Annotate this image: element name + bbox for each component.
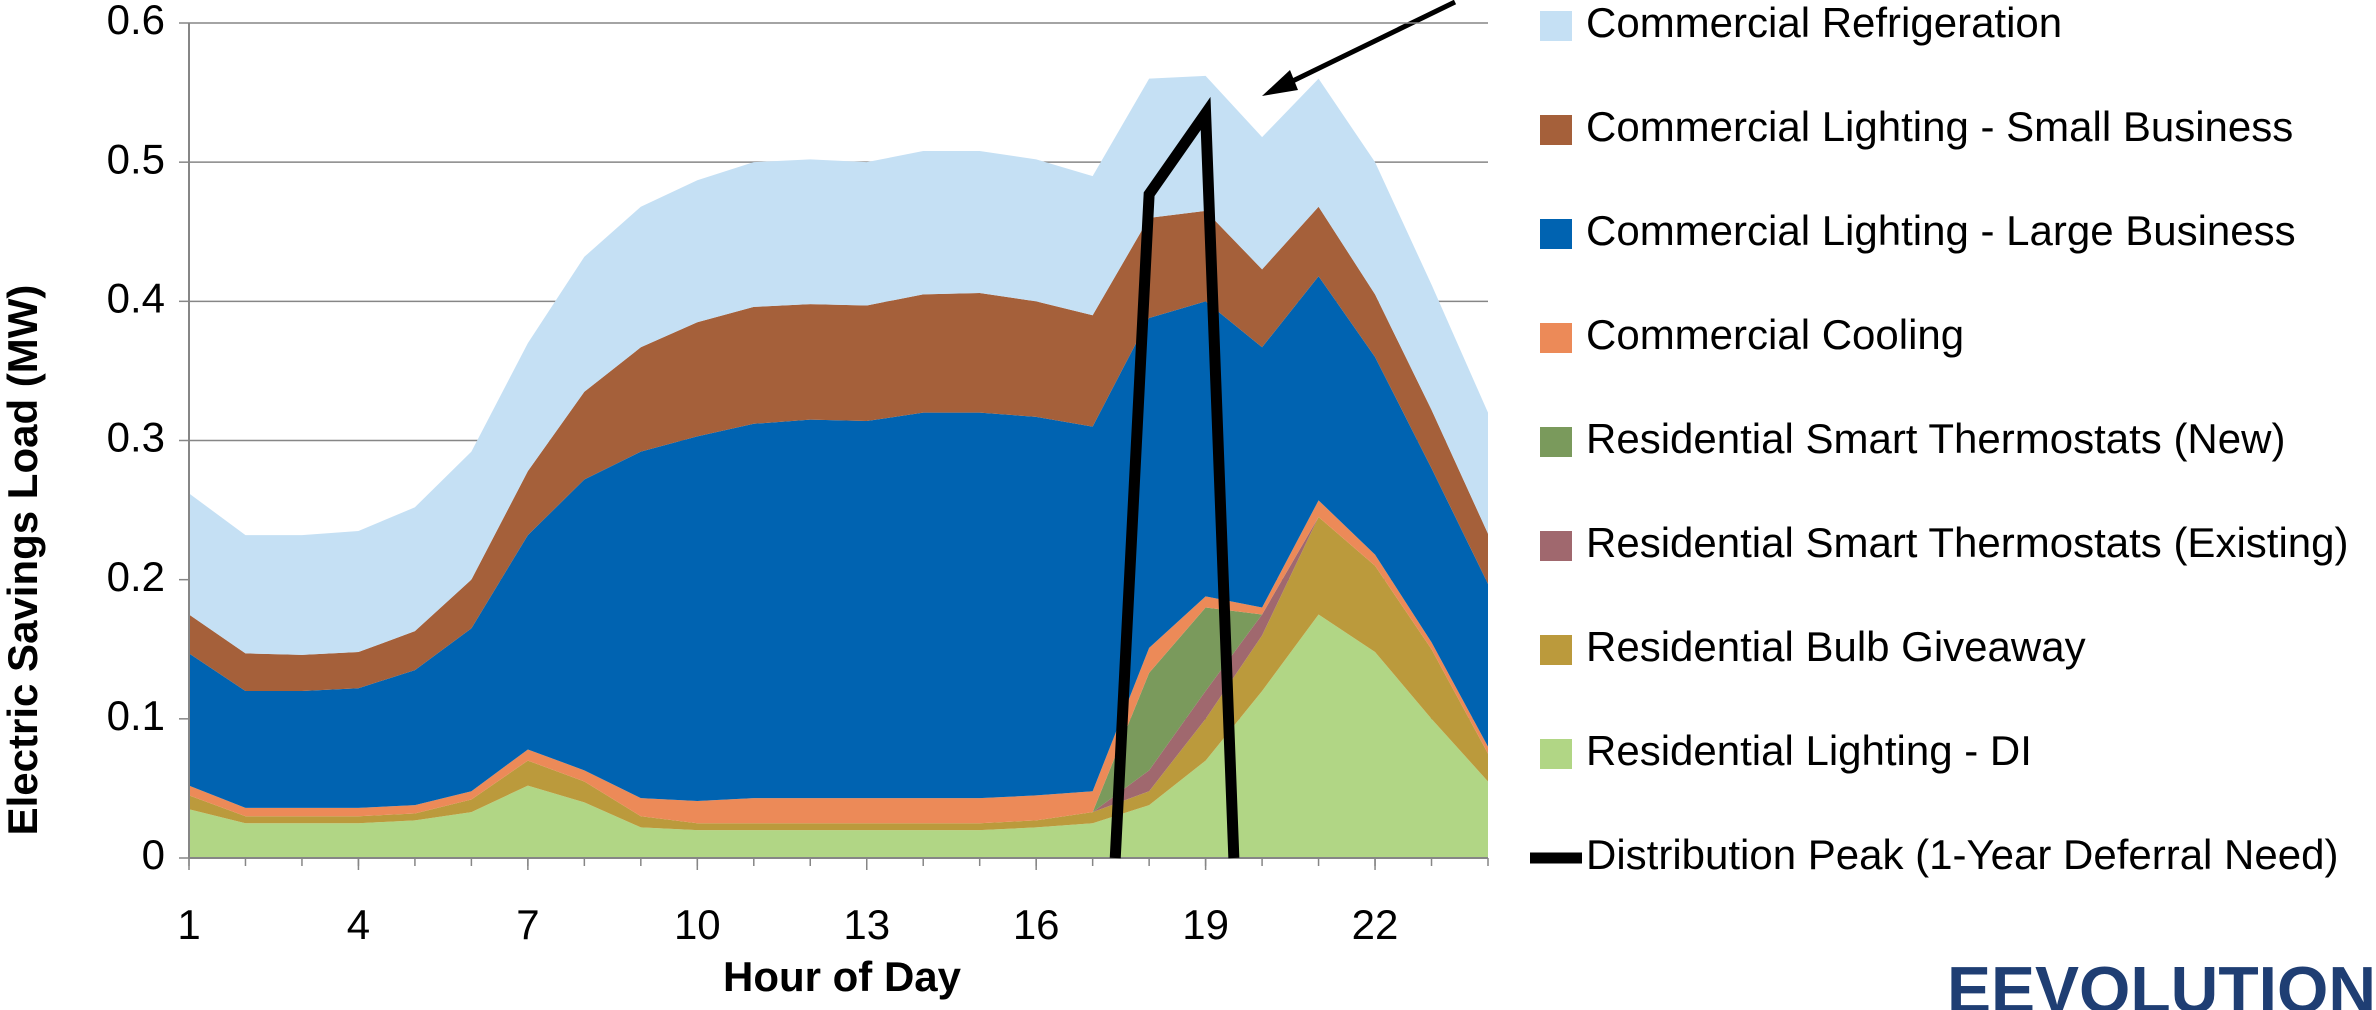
y-tick-label: 0.2 [107,553,165,600]
area-segment [189,276,1488,808]
legend-label: Residential Smart Thermostats (Existing) [1586,519,2348,566]
legend-label: Residential Lighting - DI [1586,727,2032,774]
x-tick-label: 19 [1182,901,1229,948]
legend-swatch [1540,115,1572,145]
area-segment [189,614,1488,858]
legend-swatch [1540,531,1572,561]
y-tick-label: 0.4 [107,274,165,321]
x-tick-label: 22 [1352,901,1399,948]
annotation-arrow [1268,0,1457,95]
legend-swatch [1540,427,1572,457]
legend-label: Commercial Lighting - Large Business [1586,207,2296,254]
x-axis-label: Hour of Day [723,953,962,1000]
y-axis-label: Electric Savings Load (MW) [0,285,46,836]
legend-label: Distribution Peak (1-Year Deferral Need) [1586,831,2338,878]
y-tick-label: 0.3 [107,414,165,461]
legend-label: Residential Smart Thermostats (New) [1586,415,2285,462]
legend-swatch [1540,323,1572,353]
y-tick-label: 0.1 [107,692,165,739]
legend-label: Commercial Refrigeration [1586,0,2062,46]
y-tick-label: 0.5 [107,135,165,182]
line-series [1109,96,1240,859]
arrow-head [1262,70,1298,96]
legend-label: Commercial Lighting - Small Business [1586,103,2293,150]
x-tick-label: 10 [674,901,721,948]
legend-label: Commercial Cooling [1586,311,1964,358]
area-segment [189,75,1488,655]
x-tick-label: 13 [843,901,890,948]
x-tick-label: 1 [177,901,200,948]
x-tick-label: 4 [347,901,370,948]
legend-label: Residential Bulb Giveaway [1586,623,2086,670]
y-tick-label: 0.6 [107,0,165,43]
legend-swatch [1540,219,1572,249]
logo: EEVOLUTION [1947,952,2376,1010]
legend-swatch [1540,635,1572,665]
area-segment [189,517,1488,824]
legend-swatch [1540,739,1572,769]
areas [189,22,1488,858]
x-tick-label: 16 [1013,901,1060,948]
x-tick-label: 7 [516,901,539,948]
legend-swatch [1540,11,1572,41]
y-tick-label: 0 [142,831,165,878]
